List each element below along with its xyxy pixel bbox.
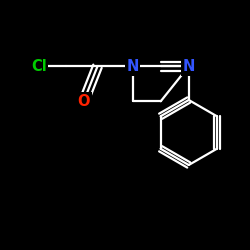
Text: Cl: Cl (31, 59, 46, 74)
Text: O: O (78, 94, 90, 109)
Text: N: N (182, 59, 195, 74)
Text: N: N (126, 59, 139, 74)
